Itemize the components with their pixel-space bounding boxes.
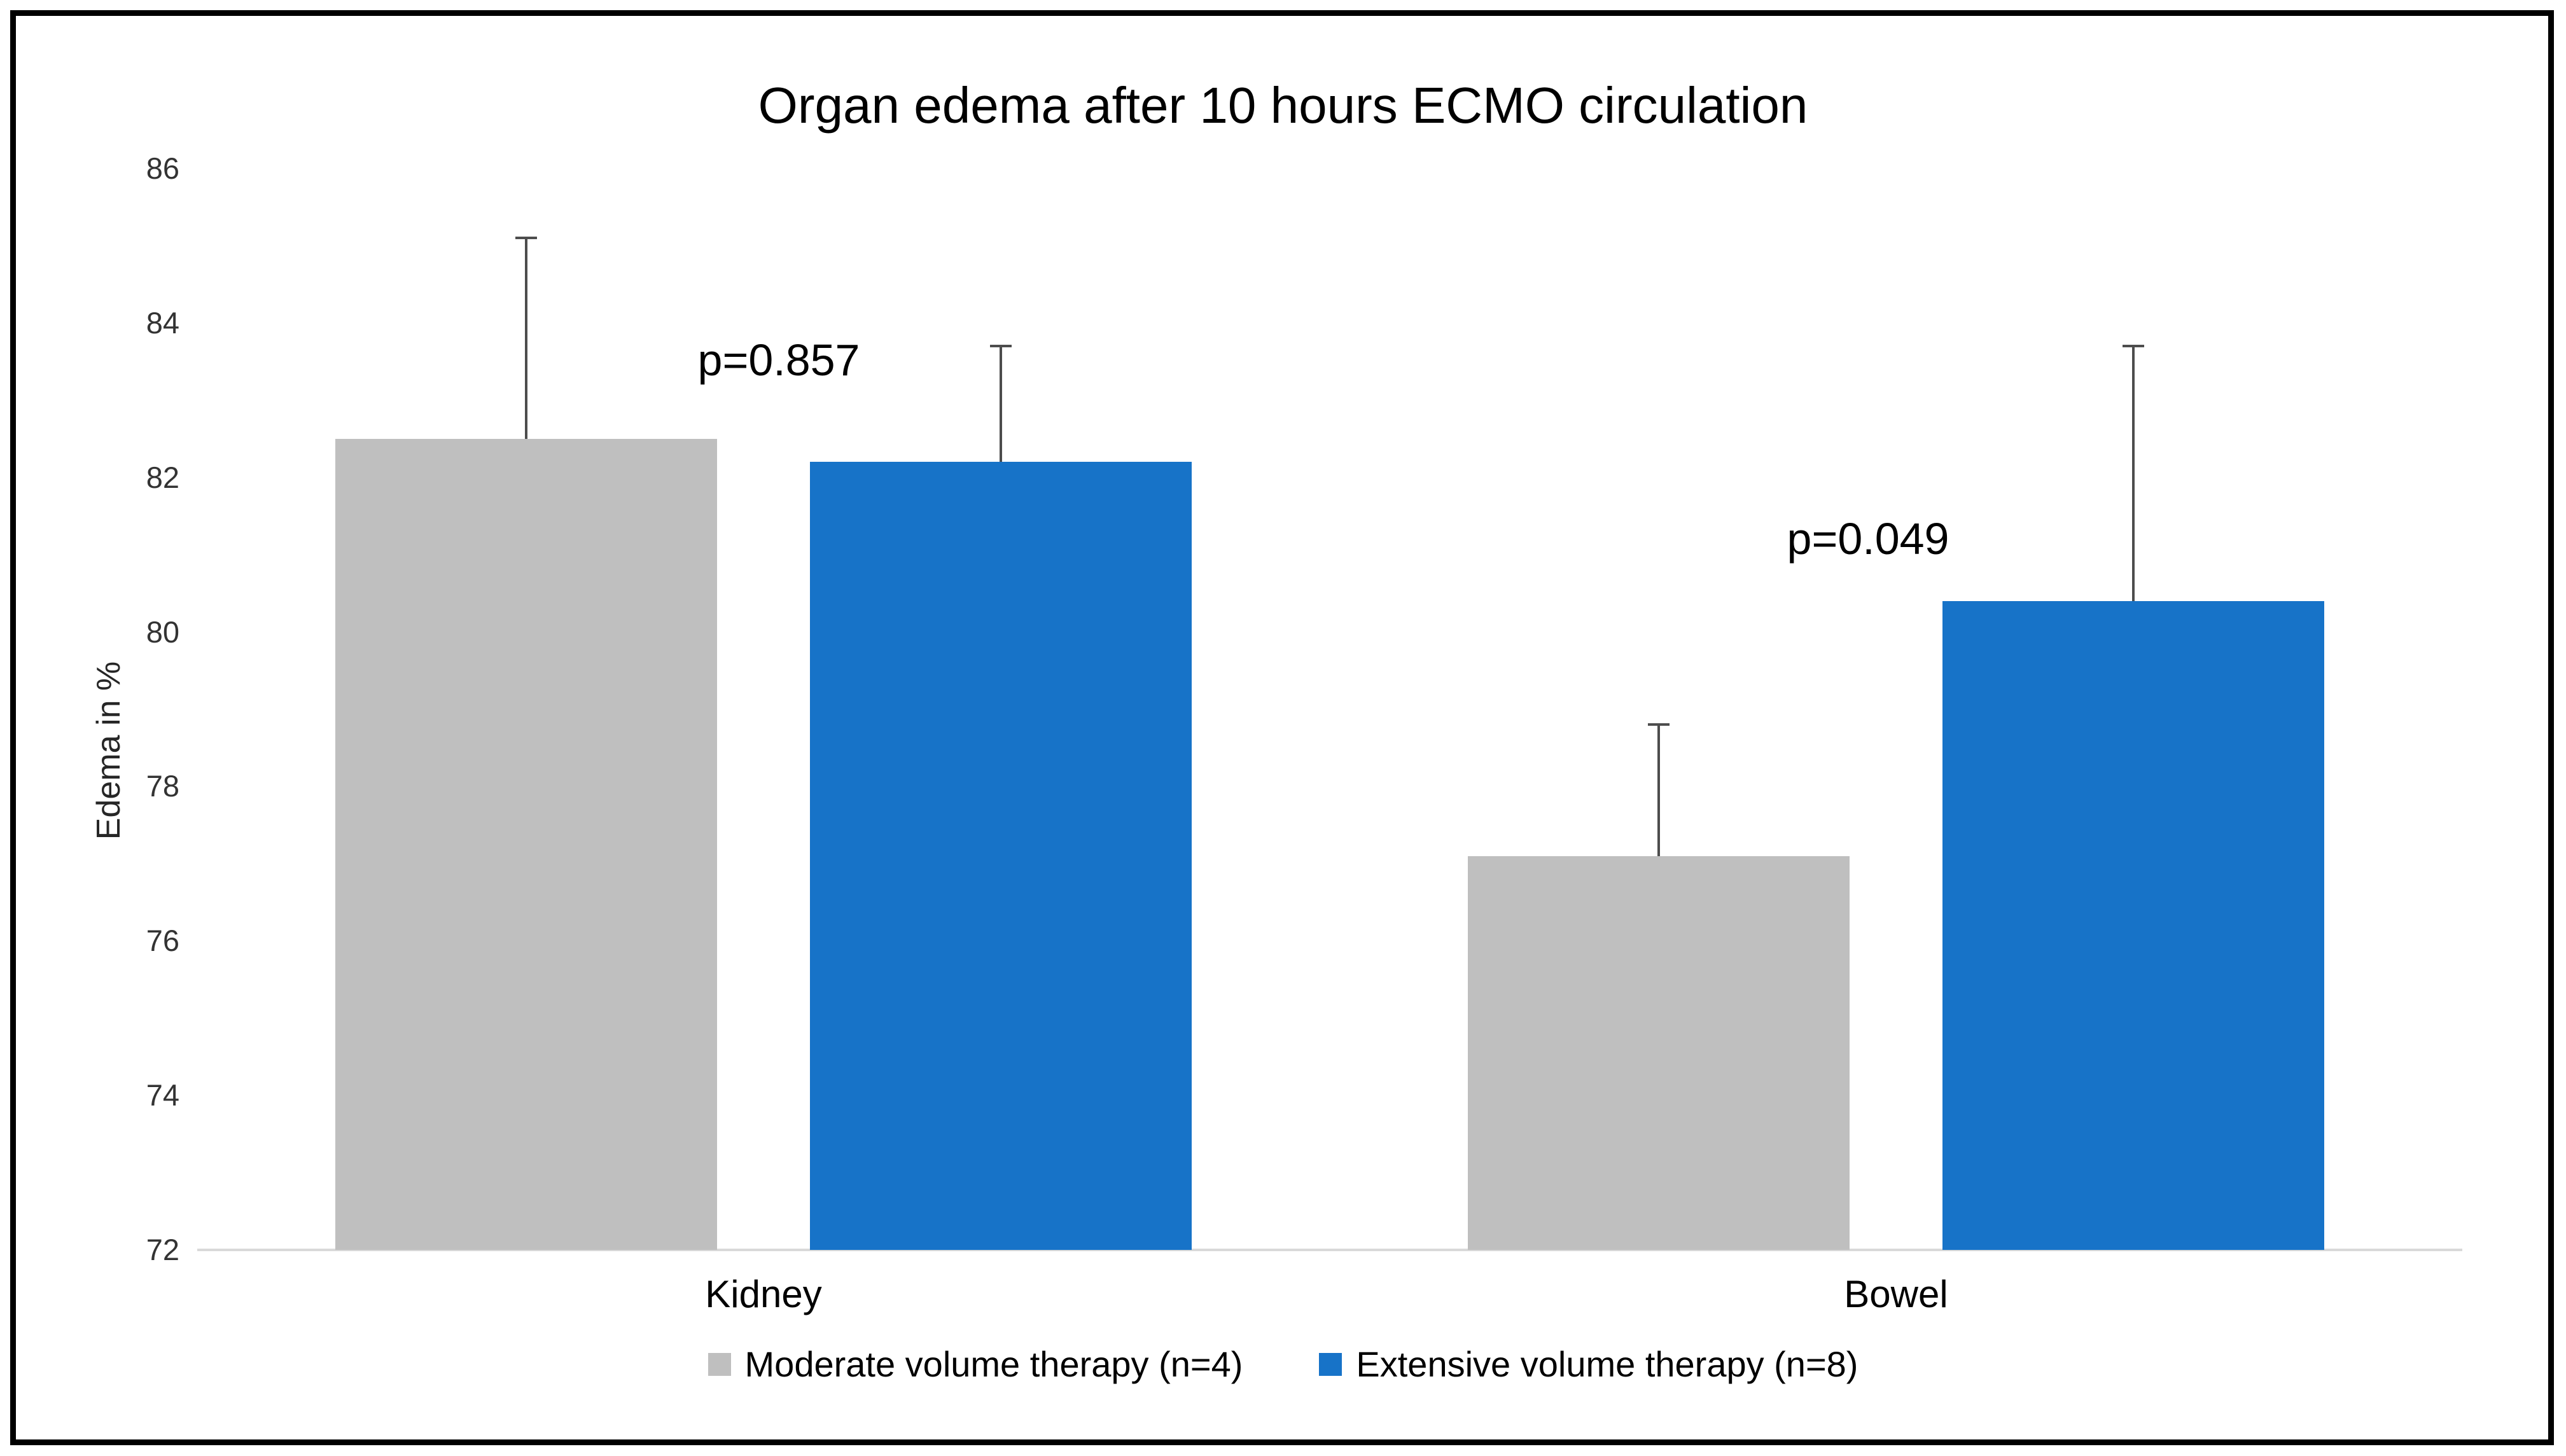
legend-swatch-icon	[708, 1353, 731, 1376]
legend-label: Extensive volume therapy (n=8)	[1356, 1344, 1858, 1384]
bar-bowel-series1	[1468, 856, 1850, 1250]
error-bar-bowel-series2	[2132, 346, 2135, 601]
y-tick-label-76: 76	[146, 924, 179, 958]
y-tick-label-80: 80	[146, 614, 179, 649]
error-bar-cap-bowel-series1	[1648, 723, 1670, 726]
y-tick-label-72: 72	[146, 1233, 179, 1266]
y-tick-label-74: 74	[146, 1078, 179, 1113]
error-bar-cap-kidney-series2	[990, 345, 1012, 348]
y-tick-label-82: 82	[146, 460, 179, 494]
chart-border	[10, 10, 2554, 1445]
bar-kidney-series2	[810, 462, 1192, 1250]
p-value-annotation-kidney: p=0.857	[697, 335, 860, 385]
legend-item-series2: Extensive volume therapy (n=8)	[1319, 1343, 1858, 1385]
legend-item-series1: Moderate volume therapy (n=4)	[708, 1343, 1243, 1385]
bar-bowel-series2	[1942, 601, 2324, 1250]
legend-label: Moderate volume therapy (n=4)	[744, 1344, 1243, 1384]
x-axis-line	[197, 1249, 2462, 1251]
x-axis-label-kidney: Kidney	[705, 1273, 822, 1315]
error-bar-bowel-series1	[1657, 725, 1660, 856]
x-axis-label-bowel: Bowel	[1844, 1273, 1948, 1315]
legend-swatch-icon	[1319, 1353, 1342, 1376]
y-tick-label-86: 86	[146, 151, 179, 185]
error-bar-kidney-series1	[525, 238, 527, 439]
error-bar-kidney-series2	[1000, 346, 1002, 462]
y-tick-label-78: 78	[146, 769, 179, 803]
y-tick-label-84: 84	[146, 305, 179, 340]
legend: Moderate volume therapy (n=4) Extensive v…	[0, 1343, 2566, 1385]
y-axis-title: Edema in %	[90, 661, 127, 840]
error-bar-cap-kidney-series1	[515, 237, 537, 240]
error-bar-cap-bowel-series2	[2123, 345, 2144, 348]
plot-area	[197, 169, 2462, 1251]
bar-kidney-series1	[335, 439, 717, 1250]
p-value-annotation-bowel: p=0.049	[1787, 514, 1949, 564]
chart-title: Organ edema after 10 hours ECMO circulat…	[758, 77, 1808, 134]
